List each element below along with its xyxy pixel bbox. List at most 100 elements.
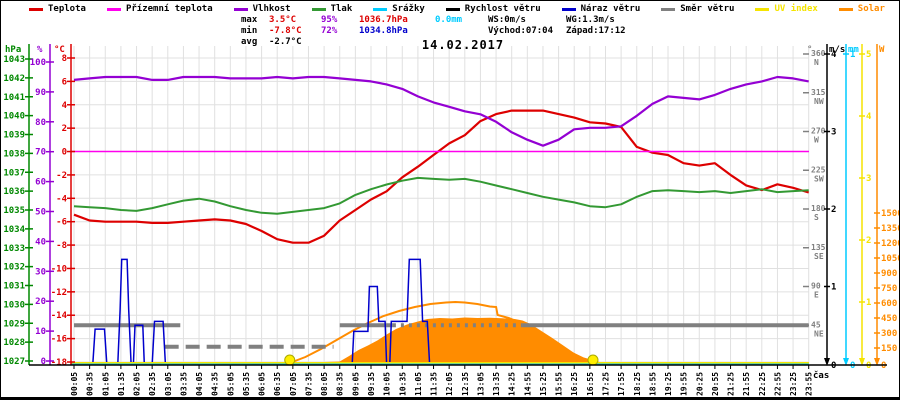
stats-value: Východ:07:04: [488, 26, 554, 36]
x-tick-label: 22:25: [758, 372, 767, 396]
stats-summary-right: WS:0m/s WG:1.3m/s Východ:07:04 Západ:17:12: [488, 15, 644, 37]
x-tick-label: 23:25: [789, 372, 798, 396]
legend-item-wind-speed: Rychlost větru: [445, 4, 541, 14]
x-tick-label: 09:35: [367, 372, 376, 396]
x-tick-label: 18:25: [633, 372, 642, 396]
x-tick-label: 01:35: [117, 372, 126, 396]
axis-tick-label: 10: [35, 327, 46, 337]
x-axis-title: čas: [813, 370, 829, 381]
axis-tick-label: 4: [62, 101, 68, 111]
x-tick-label: 02:05: [133, 372, 142, 396]
stats-row: WS:0m/s WG:1.3m/s: [488, 15, 644, 26]
x-tick-label: 21:25: [727, 372, 736, 396]
legend-item-wind-direction: Směr větru: [661, 4, 734, 14]
legend-label: Vlhkost: [252, 4, 291, 14]
axis-tick-label: 225: [811, 165, 826, 174]
axis-tick-label: 90: [35, 88, 46, 98]
axis-tick-label: 2: [866, 236, 871, 246]
axis-tick-label: 150: [881, 344, 897, 354]
y-axis-precipitation: mm1 0: [843, 44, 859, 371]
axis-tick-label: 80: [35, 118, 46, 128]
axis-tick-label: 4: [831, 50, 837, 60]
axis-unit-label: hPa: [5, 45, 21, 55]
legend-swatch-wind-gust: [561, 7, 576, 11]
axis-tick-label: 0: [41, 357, 46, 367]
axis-tick-label: 1041: [3, 93, 25, 103]
x-tick-label: 00:35: [86, 372, 95, 396]
series-pressure: [73, 176, 809, 215]
legend-swatch-wind-direction: [661, 7, 676, 11]
x-tick-label: 05:35: [242, 372, 251, 396]
axis-tick-label: 2: [62, 124, 67, 134]
axis-unit-label: W: [879, 45, 885, 55]
axis-tick-label: 50: [35, 208, 46, 218]
axis-tick-label: 1039: [3, 131, 25, 141]
axis-unit-label: °: [807, 45, 812, 55]
axis-tick-label: -16: [51, 335, 67, 345]
x-tick-label: 16:25: [570, 372, 579, 396]
solar-measured-area: [291, 317, 598, 364]
x-tick-label: 06:35: [273, 372, 282, 396]
axis-tick-label: 1032: [3, 263, 25, 273]
axis-unit-label: m/s: [829, 45, 845, 55]
axis-tick-label: 0: [831, 361, 836, 371]
stats-value: -7.8°C: [269, 26, 302, 36]
x-tick-label: 10:05: [383, 372, 392, 396]
x-tick-label: 22:55: [773, 372, 782, 396]
series-humidity: [73, 75, 809, 147]
x-tick-label: 17:25: [601, 372, 610, 396]
legend-swatch-humidity: [233, 7, 248, 11]
x-tick-label: 17:55: [617, 372, 626, 396]
legend-label: Přízemní teplota: [125, 4, 213, 14]
axis-tick-label: 1043: [3, 55, 25, 65]
axis-tick-dir-label: SE: [814, 252, 824, 261]
x-tick-label: 03:35: [179, 372, 188, 396]
axis-tick-label: 1200: [881, 239, 899, 249]
x-tick-label: 04:35: [211, 372, 220, 396]
axis-tick-label: 2: [831, 205, 836, 215]
x-tick-label: 11:05: [414, 372, 423, 396]
x-tick-label: 09:05: [351, 372, 360, 396]
axis-tick-dir-label: W: [814, 136, 819, 145]
legend-label: Rychlost větru: [464, 4, 541, 14]
x-tick-label: 03:05: [164, 372, 173, 396]
axis-tick-label: 1029: [3, 319, 25, 329]
legend-item-pressure: Tlak: [311, 4, 352, 14]
grid: [71, 46, 810, 364]
x-tick-label: 15:25: [539, 372, 548, 396]
axis-tick-label: 315: [811, 88, 826, 97]
legend-item-temperature: Teplota: [29, 4, 86, 14]
axis-tick-label: 360: [811, 49, 826, 58]
axis-tick-label: 1035: [3, 206, 25, 216]
axis-tick-label: 1028: [3, 338, 25, 348]
axis-tick-dir-label: NW: [814, 97, 824, 106]
axis-tick-dir-label: NE: [814, 329, 824, 338]
solar-max-line: [289, 300, 600, 364]
axis-tick-label: 3: [831, 128, 836, 138]
axis-tick-label: 1030: [3, 300, 25, 310]
axis-tick-label: 1: [831, 283, 836, 293]
legend-swatch-temperature: [29, 7, 43, 11]
stats-value: Západ:17:12: [566, 26, 626, 36]
axis-tick-label: -6: [56, 218, 67, 228]
axis-tick-label: -8: [56, 241, 67, 251]
x-tick-label: 01:05: [101, 372, 110, 396]
axis-tick-label: 60: [35, 178, 46, 188]
axis-tick-label: 300: [881, 329, 897, 339]
y-axis-solar: W15001350120010509007506004503001500: [874, 44, 899, 371]
x-tick-label: 13:35: [492, 372, 501, 396]
stats-value: 0.0mm: [435, 15, 463, 25]
legend-label: Směr větru: [680, 4, 735, 14]
axis-tick-label: 1: [866, 298, 871, 308]
legend-swatch-uv-index: [755, 7, 770, 11]
axis-tick-label: 4: [866, 112, 872, 122]
legend-item-humidity: Vlhkost: [233, 4, 291, 14]
x-tick-label: 08:05: [320, 372, 329, 396]
legend-label: UV index: [774, 4, 818, 14]
legend: Teplota Přízemní teplota Vlhkost Tlak Srážky…: [29, 4, 885, 14]
legend-label: Náraz větru: [580, 4, 641, 14]
x-tick-label: 00:05: [70, 372, 79, 396]
legend-label: Solar: [857, 4, 885, 14]
